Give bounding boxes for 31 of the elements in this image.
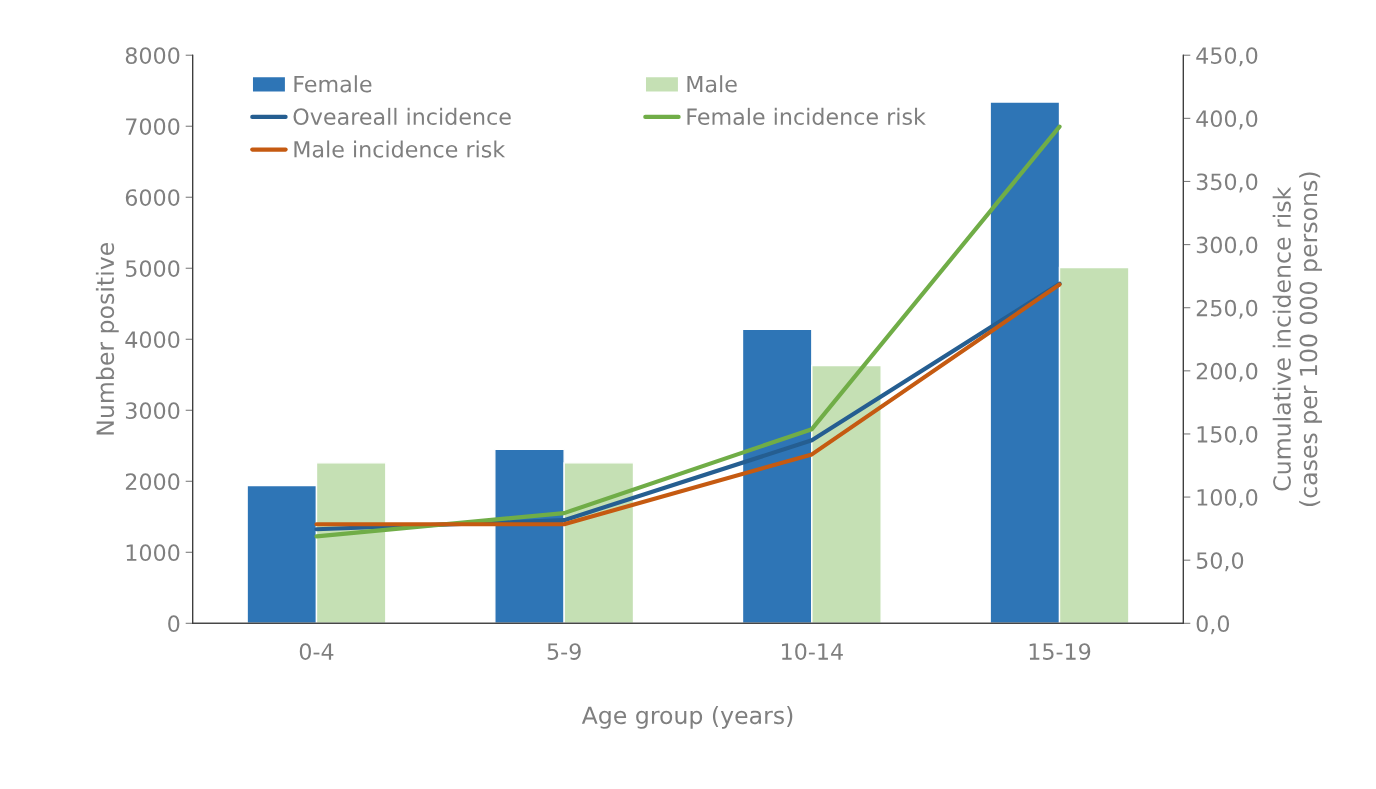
- y-tick-label: 1000: [126, 544, 180, 562]
- y2-tick-label: 300,0: [1196, 236, 1258, 256]
- legend-label: Female incidence risk: [687, 107, 926, 126]
- y2-axis-title: Cumulative incidence risk (cases per 100 000 persons): [1272, 172, 1322, 507]
- x-axis-title: Age group (years): [581, 705, 793, 729]
- y-tick-label: 8000: [125, 47, 180, 64]
- x-tick-label: 10-14: [781, 643, 843, 660]
- y2-tick-label: 250,0: [1196, 299, 1258, 319]
- y2-tick-label: 0,0: [1196, 615, 1230, 635]
- y2-tick-label: 400,0: [1196, 110, 1258, 130]
- y-tick-label: 0: [168, 615, 180, 633]
- y2-tick-label: 150,0: [1197, 425, 1258, 445]
- y-tick-label: 5000: [125, 260, 180, 278]
- legend-label: Female: [294, 75, 372, 93]
- legend-label: Male incidence risk: [294, 140, 506, 158]
- y-axis-title: Number positive: [95, 243, 119, 435]
- y2-tick-label: 350,0: [1196, 173, 1258, 193]
- y2-tick-label: 100,0: [1197, 489, 1258, 509]
- y-tick-label: 6000: [125, 189, 180, 207]
- x-tick-label: 5-9: [547, 643, 581, 660]
- y2-tick-label: 50,0: [1196, 552, 1244, 572]
- y-tick-label: 3000: [125, 402, 180, 420]
- y-tick-label: 7000: [126, 118, 180, 135]
- y-tick-label: 4000: [125, 331, 180, 349]
- legend-label: Male: [687, 75, 737, 93]
- y2-tick-label: 450,0: [1196, 47, 1258, 67]
- legend-label: Oveareall incidence: [293, 107, 511, 126]
- y-tick-label: 2000: [125, 473, 180, 491]
- x-tick-label: 0-4: [299, 643, 334, 660]
- x-tick-label: 15-19: [1029, 643, 1091, 660]
- y2-tick-label: 200,0: [1196, 362, 1258, 382]
